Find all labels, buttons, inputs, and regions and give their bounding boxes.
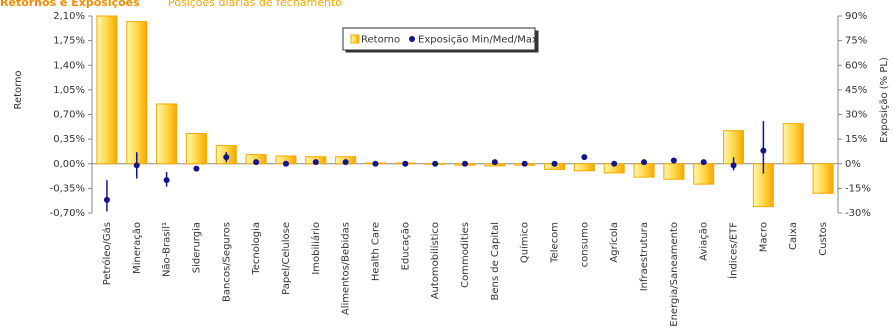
legend-swatch	[350, 34, 360, 44]
y-tick-label: 1,40%	[53, 60, 85, 71]
x-tick-label: Bancos/Seguros	[221, 222, 232, 302]
y2-tick-label: 75%	[845, 36, 867, 47]
y-tick-label: 2,10%	[53, 11, 85, 22]
exposure-point	[611, 160, 618, 167]
x-tick-label: Índices/ETF	[727, 222, 740, 279]
exposure-point	[521, 160, 528, 167]
legend-marker	[409, 36, 415, 42]
chart-subtitle: Posições diárias de fechamento	[168, 0, 342, 9]
x-tick-label: Automobilístico	[429, 222, 441, 299]
x-tick-label: Infraestrutura	[639, 222, 650, 291]
exposure-point	[253, 159, 260, 166]
x-tick-label: Energia/Saneamento	[669, 222, 680, 327]
exposure-point	[223, 154, 230, 161]
exposure-point	[491, 159, 498, 166]
y2-axis-label: Exposição (% PL)	[879, 57, 890, 143]
exposure-point	[670, 157, 677, 164]
x-tick-label: consumo	[579, 222, 590, 267]
exposure-point	[163, 177, 170, 184]
x-tick-label: Tecnologia	[251, 222, 262, 276]
y2-tick-label: -30%	[845, 208, 871, 219]
x-tick-label: Health Care	[370, 222, 381, 281]
exposure-point	[432, 160, 439, 167]
x-tick-label: Telecom	[550, 222, 561, 264]
x-tick-label: Petróleo/Gás	[101, 222, 113, 285]
x-tick-label: Químico	[519, 222, 531, 263]
bar	[663, 163, 685, 180]
exposure-point	[372, 160, 379, 167]
x-tick-label: Commodities	[460, 222, 471, 288]
x-tick-label: Siderurgia	[191, 222, 202, 273]
x-tick-label: Não-Brasil¹	[162, 222, 173, 277]
y2-tick-label: 0%	[845, 159, 861, 170]
bar	[782, 123, 804, 165]
y2-tick-label: 45%	[845, 85, 867, 96]
exposure-point	[462, 160, 468, 167]
x-tick-label: Custos	[818, 222, 829, 256]
y2-tick-label: -15%	[845, 183, 871, 194]
y-tick-label: 0,70%	[53, 110, 85, 121]
bar	[573, 163, 595, 172]
x-tick-label: Macro	[758, 222, 769, 252]
bar	[812, 163, 834, 194]
x-tick-label: Bens de Capital	[490, 222, 501, 300]
y-tick-label: 1,75%	[53, 36, 85, 47]
chart-title: Retornos e Exposições	[0, 0, 140, 9]
y-tick-label: 1,05%	[53, 85, 85, 96]
x-tick-label: Aviação	[699, 222, 710, 261]
x-tick-label: Papel/Celulose	[281, 222, 292, 295]
y2-tick-label: 15%	[845, 134, 867, 145]
bar	[185, 132, 207, 165]
exposure-point	[641, 159, 648, 166]
exposure-point	[551, 160, 558, 167]
exposure-point	[342, 159, 349, 166]
x-tick-label: Caixa	[788, 222, 799, 250]
x-tick-label: Educação	[400, 222, 411, 270]
bar	[126, 21, 148, 165]
legend: Retorno Exposição Min/Med/Max	[342, 27, 538, 51]
exposure-point	[312, 159, 319, 166]
bar	[156, 103, 178, 165]
x-tick-label: Mineração	[132, 222, 143, 274]
x-tick-label: Imobiliário	[310, 222, 322, 275]
x-tick-label: Alimentos/Bebidas	[341, 222, 352, 315]
exposure-point	[103, 196, 110, 203]
y-tick-label: 0,00%	[53, 159, 85, 170]
legend-label: Exposição Min/Med/Max	[418, 35, 538, 46]
y-tick-label: -0,35%	[50, 183, 85, 194]
legend-box	[342, 27, 536, 51]
exposure-point	[730, 162, 737, 169]
y-tick-label: 0,35%	[53, 134, 85, 145]
y2-tick-label: 90%	[845, 11, 867, 22]
bar	[633, 163, 655, 178]
legend-label: Retorno	[361, 35, 400, 46]
exposure-point	[282, 160, 289, 167]
exposure-point	[193, 165, 200, 172]
x-tick-label: Agrícola	[608, 222, 620, 263]
y2-tick-label: 30%	[845, 110, 867, 121]
y-axis-label: Retorno	[13, 70, 24, 109]
bar	[693, 163, 715, 185]
exposure-point	[402, 160, 409, 167]
y-tick-label: -0,70%	[50, 208, 85, 219]
exposure-point	[133, 162, 140, 169]
y2-tick-label: 60%	[845, 60, 867, 71]
exposure-point	[700, 159, 707, 166]
bar	[96, 15, 118, 165]
exposure-point	[760, 147, 767, 154]
exposure-point	[581, 154, 588, 161]
